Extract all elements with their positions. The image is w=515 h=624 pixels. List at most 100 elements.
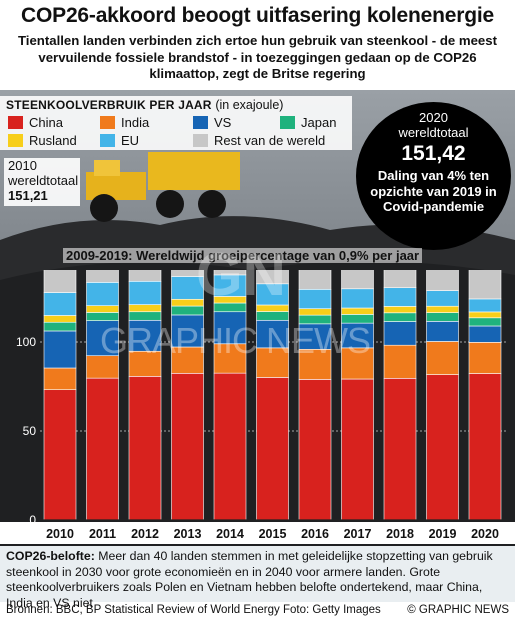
bar-2013-vs: [171, 314, 204, 348]
bar-2019-vs: [426, 321, 459, 342]
bar-2017-rusland: [341, 307, 374, 315]
x-tick-label-2012: 2012: [131, 527, 159, 541]
bar-2015-india: [256, 347, 289, 378]
bar-2012-japan: [128, 311, 162, 321]
bar-2014-china: [213, 372, 247, 521]
x-tick-label-2020: 2020: [471, 527, 499, 541]
bar-2017-china: [341, 378, 374, 521]
bar-2019-japan: [426, 312, 459, 322]
bar-2011-rusland: [86, 305, 119, 313]
callout-2010-label: wereldtotaal: [8, 173, 79, 188]
bar-2015-japan: [256, 311, 289, 321]
page-subtitle: Tientallen landen verbinden zich ertoe h…: [17, 33, 497, 81]
bar-2015-vs: [256, 319, 289, 349]
bar-2010-china: [43, 389, 77, 521]
bar-2015-rest-van-de-wereld: [256, 270, 289, 285]
y-tick-label-50: 50: [23, 424, 37, 438]
callout-2020-note: Daling van 4% ten opzichte van 2019 in C…: [370, 168, 497, 214]
x-tick-label-2015: 2015: [259, 527, 287, 541]
stacked-bar-chart: 0501001502010201120122013201420152016201…: [0, 270, 515, 544]
bar-2010-rusland: [43, 315, 77, 323]
bar-2018-china: [383, 378, 417, 521]
watermark: GRAPHIC NEWS: [100, 320, 371, 361]
bar-2016-vs: [298, 323, 332, 350]
bar-2018-rusland: [383, 306, 417, 314]
x-tick-label-2016: 2016: [301, 527, 329, 541]
bar-2012-india: [128, 350, 162, 377]
bar-2012-rest-van-de-wereld: [128, 270, 162, 282]
bar-2010-japan: [43, 321, 77, 332]
bar-2020-japan: [468, 317, 502, 327]
brand-credit: © GRAPHIC NEWS: [407, 604, 509, 616]
bar-2016-rest-van-de-wereld: [298, 270, 332, 290]
bar-2011-eu: [86, 282, 119, 306]
bar-2017-vs: [341, 322, 374, 349]
x-tick-label-2010: 2010: [46, 527, 74, 541]
bar-2020-china: [468, 373, 502, 521]
bar-2011-vs: [86, 320, 119, 357]
bar-2017-rest-van-de-wereld: [341, 270, 374, 290]
bar-2013-rest-van-de-wereld: [171, 270, 204, 277]
bar-2018-india: [383, 344, 417, 379]
bar-2020-vs: [468, 325, 502, 343]
legend-title: Steenkoolverbruik per jaar (in exajoule): [6, 98, 284, 112]
bar-2019-india: [426, 341, 459, 375]
bar-2014-india: [213, 343, 247, 374]
source-line: Bronnen: BBC, BP Statistical Review of W…: [6, 604, 280, 616]
bar-2020-india: [468, 342, 502, 374]
page-title: COP26-akkoord beoogt uitfasering kolenen…: [21, 4, 494, 27]
bar-2016-india: [298, 348, 332, 380]
bar-2018-rest-van-de-wereld: [383, 270, 417, 289]
bar-2010-eu: [43, 292, 77, 316]
bar-2019-rusland: [426, 305, 459, 313]
callout-2020-value: 151,42: [401, 142, 466, 165]
callout-2010-total: 2010 wereldtotaal 151,21: [4, 158, 80, 206]
bar-2010-rest-van-de-wereld: [43, 270, 77, 293]
bar-2016-china: [298, 379, 332, 521]
bar-2016-eu: [298, 289, 332, 310]
x-axis-band: [0, 522, 515, 544]
bar-2019-rest-van-de-wereld: [426, 270, 459, 291]
x-tick-label-2013: 2013: [174, 527, 202, 541]
x-tick-label-2014: 2014: [216, 527, 244, 541]
bar-2014-vs: [213, 311, 247, 345]
x-tick-label-2018: 2018: [386, 527, 414, 541]
callout-2010-year: 2010: [8, 158, 37, 173]
footnote: COP26-belofte: Meer dan 40 landen stemme…: [0, 546, 515, 610]
bar-2019-china: [426, 374, 459, 521]
bar-2010-india: [43, 367, 77, 391]
bar-2013-china: [171, 373, 204, 521]
bar-2016-rusland: [298, 308, 332, 316]
bar-2014-rest-van-de-wereld: [213, 270, 247, 276]
callout-2010-value: 151,21: [8, 188, 48, 203]
bar-2012-china: [128, 376, 162, 521]
bar-2020-eu: [468, 298, 502, 313]
bar-2012-vs: [128, 319, 162, 352]
dump-truck-icon: [86, 152, 240, 222]
bar-2012-eu: [128, 281, 162, 305]
bar-2017-india: [341, 347, 374, 380]
y-tick-label-100: 100: [16, 335, 36, 349]
bar-2011-rest-van-de-wereld: [86, 270, 119, 283]
x-tick-label-2017: 2017: [344, 527, 372, 541]
y-tick-label-0: 0: [29, 513, 36, 527]
bar-2015-china: [256, 377, 289, 521]
bar-2018-eu: [383, 287, 417, 307]
bar-2010-vs: [43, 330, 77, 369]
bar-2013-india: [171, 346, 204, 374]
footnote-text: Meer dan 40 landen stemmen in met geleid…: [6, 549, 493, 610]
bar-2012-rusland: [128, 304, 162, 313]
bar-2017-eu: [341, 288, 374, 309]
x-tick-label-2011: 2011: [89, 527, 116, 541]
bar-2018-vs: [383, 321, 417, 346]
x-tick-label-2019: 2019: [429, 527, 457, 541]
photo-credit: Foto: Getty Images: [283, 604, 381, 616]
bar-2018-japan: [383, 312, 417, 322]
callout-2020-bubble: 2020 wereldtotaal 151,42 Daling van 4% te…: [356, 102, 511, 250]
bar-2020-rusland: [468, 311, 502, 319]
footnote-label: COP26-belofte:: [6, 549, 95, 563]
bar-2011-china: [86, 377, 119, 521]
graphic-news-logo-watermark: GN: [196, 241, 286, 308]
callout-2020-heading: 2020 wereldtotaal: [398, 110, 469, 140]
